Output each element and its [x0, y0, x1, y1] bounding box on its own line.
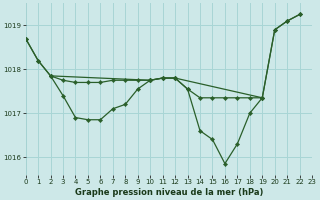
- X-axis label: Graphe pression niveau de la mer (hPa): Graphe pression niveau de la mer (hPa): [75, 188, 263, 197]
